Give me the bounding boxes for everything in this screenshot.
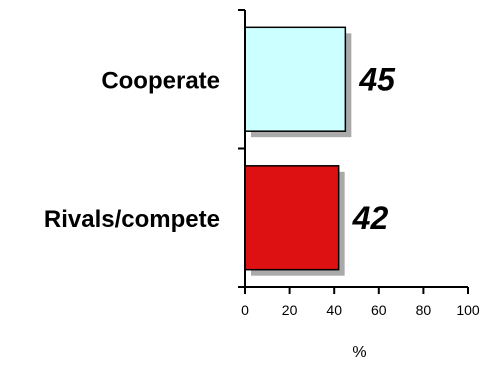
x-tick-label: 0	[241, 302, 249, 318]
category-label: Rivals/compete	[44, 206, 220, 233]
x-tick-label: 20	[282, 302, 298, 318]
x-tick-label: 100	[456, 302, 480, 318]
bar-rivals-compete	[244, 165, 340, 271]
x-tick-label: 80	[416, 302, 432, 318]
x-tick-label: 40	[326, 302, 342, 318]
bar-cooperate	[244, 26, 347, 132]
y-axis-ticks	[238, 9, 245, 288]
data-label: 42	[352, 200, 389, 236]
x-tick-label: 60	[371, 302, 387, 318]
x-axis-title: %	[352, 344, 366, 361]
data-label: 45	[358, 61, 396, 97]
x-axis-ticks: 0 20 40 60 80 100	[241, 287, 480, 318]
bars-layer	[244, 26, 352, 276]
labels-layer: Cooperate 45 Rivals/compete 42	[44, 61, 396, 236]
category-label: Cooperate	[101, 67, 220, 94]
